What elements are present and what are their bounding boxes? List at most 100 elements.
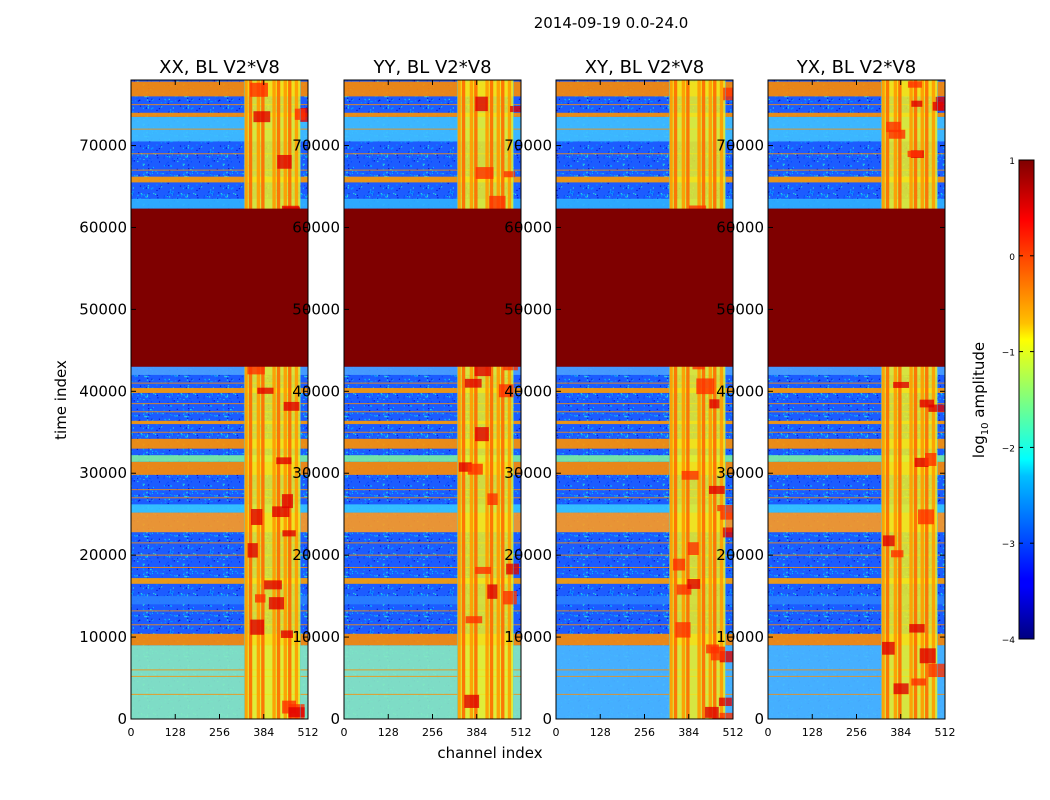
rfi-blotch [247, 364, 265, 375]
rfi-blotch [247, 543, 258, 558]
rfi-channel-column [931, 80, 936, 719]
rfi-region-edge [456, 80, 514, 719]
y-tick-label: 40000 [504, 382, 552, 400]
rfi-blotch [464, 378, 482, 388]
x-tick-label: 512 [723, 726, 744, 739]
rfi-blotch [708, 485, 725, 494]
rfi-blotch [928, 404, 945, 412]
y-tick-label: 10000 [79, 628, 127, 646]
x-tick-label: 384 [466, 726, 487, 739]
time-band [768, 366, 945, 375]
y-tick-label: 40000 [292, 382, 340, 400]
y-tick-label: 30000 [716, 464, 764, 482]
y-tick-label: 60000 [716, 218, 764, 236]
y-tick-label: 70000 [292, 137, 340, 155]
rfi-channel-column [909, 80, 913, 719]
colorbar-tick-label: 0 [1009, 253, 1015, 263]
time-band [556, 438, 733, 449]
rfi-blotch [687, 579, 701, 589]
rfi-channel-column [272, 80, 276, 719]
time-band [344, 578, 521, 584]
rfi-blotch [681, 470, 699, 480]
rfi-blotch [250, 619, 265, 635]
y-tick-label: 0 [754, 710, 764, 728]
rfi-channel-column [686, 80, 690, 719]
time-band [131, 596, 308, 605]
rfi-blotch [911, 100, 923, 107]
time-band [556, 388, 733, 393]
rfi-blotch [718, 697, 732, 707]
time-band [344, 388, 521, 393]
rfi-blotch [888, 129, 906, 139]
panel-xx: XX, BL V2*V8 0 128 256 384 512 0 10000 20000 3000… [79, 57, 318, 739]
y-tick-label: 20000 [716, 546, 764, 564]
rfi-channel-column [673, 80, 678, 719]
rfi-blotch [919, 399, 934, 408]
rfi-blotch [487, 584, 498, 599]
colorbar-tick-label: −1 [1002, 349, 1015, 359]
rfi-blotch [276, 457, 292, 465]
x-tick-label: 128 [165, 726, 186, 739]
time-band [344, 438, 521, 449]
time-band [556, 112, 733, 117]
time-band [768, 504, 945, 513]
rfi-region-edge [880, 80, 938, 719]
x-tick-label: 0 [128, 726, 135, 739]
rfi-blotch [277, 154, 292, 169]
rfi-blotch [282, 530, 296, 537]
panel-title: YY, BL V2*V8 [372, 57, 491, 78]
panels: XX, BL V2*V8 0 128 256 384 512 0 10000 20000 3000… [79, 57, 955, 739]
y-tick-label: 50000 [504, 300, 552, 318]
rfi-blotch [719, 651, 733, 663]
rfi-channel-column [283, 80, 287, 719]
colorbar-tick-label: −2 [1002, 444, 1015, 454]
x-tick-label: 384 [890, 726, 911, 739]
rfi-blotch [932, 101, 944, 111]
colorbar-tick-label: −3 [1002, 540, 1015, 550]
y-tick-label: 10000 [292, 628, 340, 646]
y-tick-label: 0 [117, 710, 127, 728]
y-tick-label: 50000 [716, 300, 764, 318]
rfi-channel-column [474, 80, 478, 719]
rfi-blotch [254, 594, 266, 603]
rfi-blotch [893, 381, 910, 388]
rfi-channel-column [496, 80, 500, 719]
time-band [344, 596, 521, 605]
rfi-blotch [283, 401, 300, 411]
rfi-blotch [294, 108, 306, 120]
rfi-blotch [696, 378, 715, 395]
panel-yy: YY, BL V2*V8 0 128 256 384 512 0 10000 20000 3000… [292, 57, 531, 739]
time-band [131, 420, 308, 425]
y-tick-label: 50000 [79, 300, 127, 318]
rfi-blotch [676, 584, 692, 595]
rfi-blotch [475, 427, 489, 442]
time-band [556, 176, 733, 183]
time-band [768, 438, 945, 449]
time-band [131, 112, 308, 117]
x-tick-label: 128 [590, 726, 611, 739]
time-band [131, 455, 308, 462]
rfi-channel-column [920, 80, 924, 719]
rfi-blotch [712, 717, 725, 719]
rfi-blotch [687, 542, 699, 555]
time-band [344, 366, 521, 375]
panel-title: XX, BL V2*V8 [159, 57, 280, 78]
time-band [131, 504, 308, 513]
rfi-channel-column [244, 80, 248, 719]
colorbar-label: log10 amplitude [970, 342, 991, 458]
rfi-channel-column [885, 80, 890, 719]
panel-yx: YX, BL V2*V8 0 128 256 384 512 0 10000 20000 3000… [716, 57, 955, 739]
heatmap-xx [131, 80, 308, 719]
time-band [768, 388, 945, 393]
time-band [131, 198, 308, 209]
panel-title: XY, BL V2*V8 [585, 57, 704, 78]
rfi-channel-column [457, 80, 461, 719]
rfi-channel-column [501, 80, 505, 719]
time-band [344, 176, 521, 183]
time-band [768, 176, 945, 183]
time-band [344, 420, 521, 425]
x-axis-label: channel index [437, 744, 542, 762]
y-tick-label: 0 [542, 710, 552, 728]
y-tick-label: 20000 [79, 546, 127, 564]
rfi-blotch [672, 558, 686, 571]
